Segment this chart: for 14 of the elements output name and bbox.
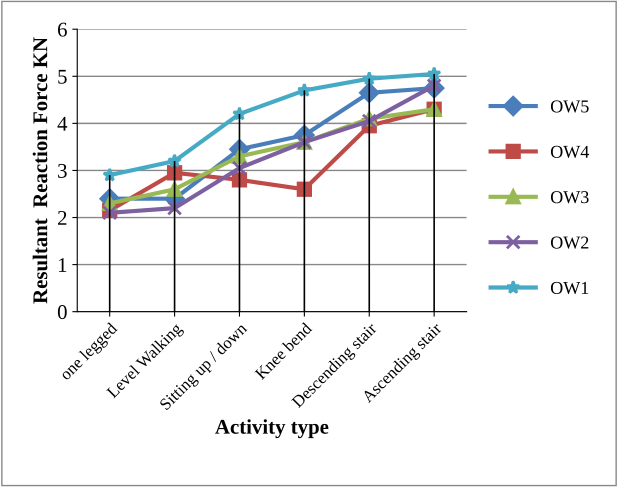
- y-tick-label: 1: [58, 258, 66, 272]
- y-tick-label: 5: [58, 70, 67, 84]
- y-tick-label: 2: [58, 210, 66, 225]
- y-axis-title: Resultant Reaction Force KN: [32, 37, 48, 304]
- legend-label: OW1: [550, 282, 588, 294]
- y-tick-label: 3: [58, 164, 67, 178]
- legend-label: OW4: [550, 146, 590, 158]
- x-axis-title: Activity type: [215, 419, 328, 438]
- y-tick-label: 4: [58, 116, 68, 131]
- legend-label: OW3: [550, 191, 589, 204]
- legend-label: OW2: [550, 236, 588, 249]
- y-tick-label: 6: [58, 22, 67, 37]
- y-tick-label: 0: [58, 305, 67, 320]
- legend-label: OW5: [550, 100, 589, 113]
